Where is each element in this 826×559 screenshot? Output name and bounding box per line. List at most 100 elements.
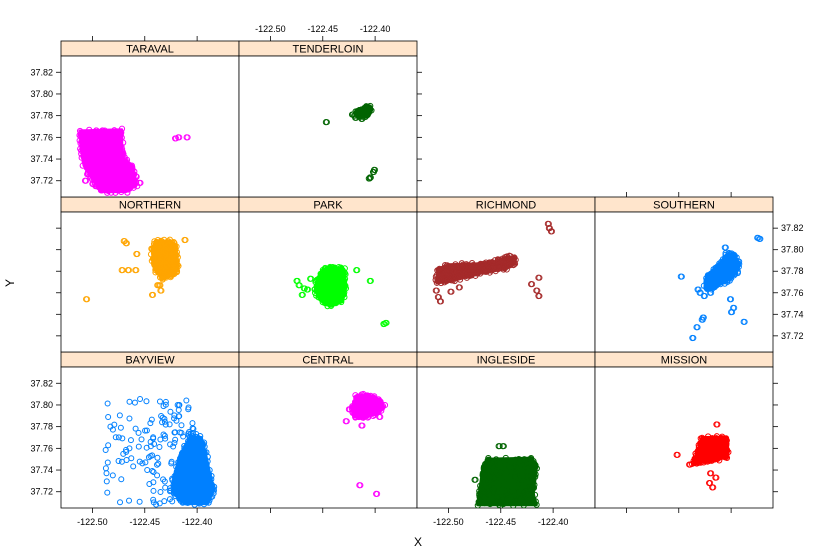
panel-points xyxy=(677,234,764,342)
data-point xyxy=(697,435,704,442)
data-point xyxy=(690,334,697,341)
panel-title: NORTHERN xyxy=(119,200,181,212)
data-point xyxy=(102,465,109,472)
data-point xyxy=(204,453,211,460)
data-point xyxy=(476,492,483,499)
data-point xyxy=(198,474,205,482)
panel-richmond: RICHMOND xyxy=(416,196,596,353)
data-point xyxy=(161,254,169,261)
data-point xyxy=(493,494,500,501)
panel-points xyxy=(102,396,218,508)
data-point xyxy=(299,291,306,298)
y-axis-label: Y xyxy=(3,279,17,287)
data-point xyxy=(123,448,130,455)
data-point xyxy=(354,267,361,274)
data-point xyxy=(697,289,704,296)
data-point xyxy=(507,253,514,260)
data-point xyxy=(86,126,93,133)
data-point xyxy=(106,177,114,184)
data-point xyxy=(161,498,168,505)
data-point xyxy=(183,492,190,499)
data-point xyxy=(160,265,168,272)
data-point xyxy=(101,136,108,144)
data-point xyxy=(122,171,129,178)
data-point xyxy=(199,490,206,497)
data-point xyxy=(83,177,90,184)
data-point xyxy=(193,477,201,484)
data-point xyxy=(99,127,106,134)
y-tick-label: 37.80 xyxy=(781,245,804,255)
data-point xyxy=(134,250,141,257)
x-tick-label: -122.50 xyxy=(255,24,286,34)
data-point xyxy=(104,459,111,466)
data-point xyxy=(150,291,157,298)
data-point xyxy=(99,183,106,191)
data-point xyxy=(101,127,108,134)
data-point xyxy=(504,262,511,270)
data-point xyxy=(324,277,332,284)
data-point xyxy=(112,434,119,441)
data-point xyxy=(192,494,199,501)
data-point xyxy=(116,412,123,419)
data-point xyxy=(207,494,214,501)
data-point xyxy=(210,487,217,494)
data-point xyxy=(137,179,144,186)
data-point xyxy=(371,393,378,400)
data-point xyxy=(497,503,504,508)
data-point xyxy=(381,320,388,327)
data-point xyxy=(123,240,130,247)
data-point xyxy=(116,169,123,176)
data-point xyxy=(103,478,110,485)
y-tick-label: 37.82 xyxy=(30,67,53,77)
data-point xyxy=(156,443,163,450)
data-point xyxy=(524,493,531,500)
panel-title: RICHMOND xyxy=(476,200,537,212)
data-point xyxy=(495,256,502,263)
data-point xyxy=(155,460,162,467)
data-point xyxy=(158,253,165,260)
data-point xyxy=(96,184,103,191)
data-point xyxy=(706,456,713,463)
data-point xyxy=(107,183,114,190)
data-point xyxy=(154,461,161,468)
data-point xyxy=(194,469,201,476)
data-point xyxy=(342,271,349,278)
data-point xyxy=(504,488,512,495)
y-tick-label: 37.76 xyxy=(781,288,804,298)
data-point xyxy=(491,457,498,464)
data-point xyxy=(506,468,513,475)
data-point xyxy=(695,446,702,454)
data-point xyxy=(126,398,133,405)
data-point xyxy=(326,275,333,282)
data-point xyxy=(151,440,158,447)
data-point xyxy=(180,433,187,440)
data-point xyxy=(703,275,710,282)
data-point xyxy=(364,392,371,399)
data-point xyxy=(116,181,123,188)
data-point xyxy=(296,282,303,289)
data-point xyxy=(549,228,556,235)
data-point xyxy=(521,464,528,472)
data-point xyxy=(114,171,121,178)
data-point xyxy=(374,490,381,497)
data-point xyxy=(377,413,384,420)
data-point xyxy=(433,279,440,286)
data-point xyxy=(106,145,114,152)
data-point xyxy=(308,275,315,282)
data-point xyxy=(513,494,521,501)
panel-points xyxy=(342,390,389,497)
data-point xyxy=(464,271,471,278)
data-point xyxy=(479,472,486,479)
data-point xyxy=(487,472,495,479)
data-point xyxy=(110,161,117,168)
data-point xyxy=(546,225,553,232)
x-axis-label: X xyxy=(414,535,422,549)
data-point xyxy=(131,399,138,406)
data-point xyxy=(176,134,183,141)
data-point xyxy=(170,488,178,496)
data-point xyxy=(716,260,723,267)
data-point xyxy=(137,396,144,403)
data-point xyxy=(532,498,539,505)
data-point xyxy=(138,436,145,443)
data-point xyxy=(77,140,84,147)
